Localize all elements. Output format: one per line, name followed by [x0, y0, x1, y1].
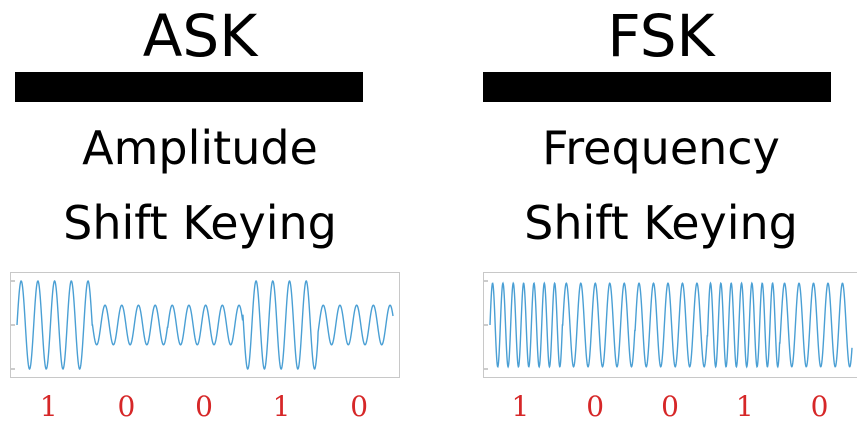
fsk-divider-bar [483, 72, 831, 102]
ask-subtitle-line1: Amplitude [82, 121, 318, 175]
bit-label: 0 [350, 390, 369, 423]
signal-line [489, 281, 853, 369]
ask-divider-bar [15, 72, 363, 102]
bit-label: 0 [661, 390, 679, 423]
fsk-subtitle-line1: Frequency [542, 121, 780, 175]
fsk-bit-sequence: 1 0 0 1 0 [483, 390, 857, 424]
bit-label: 0 [586, 390, 605, 423]
bit-label: 0 [195, 390, 213, 423]
bit-label: 1 [511, 390, 530, 423]
ask-title: ASK [142, 2, 258, 70]
ask-waveform [10, 272, 400, 378]
ask-panel: ASK Amplitude Shift Keying 1 0 0 1 0 [0, 0, 400, 424]
signal-line [16, 280, 394, 370]
bit-label: 0 [117, 390, 136, 423]
fsk-subtitle-line2: Shift Keying [524, 196, 798, 250]
bit-label: 1 [735, 390, 754, 423]
ask-bit-sequence: 1 0 0 1 0 [10, 390, 398, 424]
bit-label: 1 [272, 390, 291, 423]
ask-subtitle-line2: Shift Keying [63, 196, 337, 250]
bit-label: 0 [810, 390, 829, 423]
fsk-title: FSK [607, 2, 715, 70]
bit-label: 1 [39, 390, 58, 423]
fsk-panel: FSK Frequency Shift Keying 1 0 0 1 0 [465, 0, 857, 424]
fsk-waveform [483, 272, 857, 378]
